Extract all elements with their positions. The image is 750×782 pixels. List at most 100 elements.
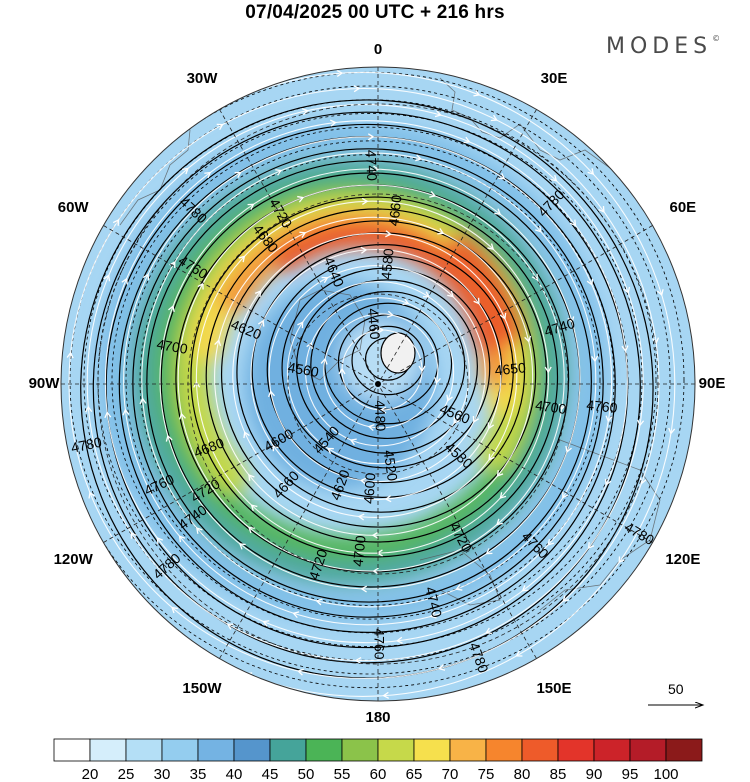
streamline-arrow bbox=[637, 419, 645, 427]
streamline-arrow bbox=[652, 337, 660, 345]
colorbar-swatch bbox=[341, 738, 379, 762]
parallel-circle bbox=[287, 293, 469, 475]
streamline-1 bbox=[323, 313, 439, 429]
streamline-arrow bbox=[437, 228, 445, 235]
streamline-arrow bbox=[384, 495, 392, 503]
height-contour-16 bbox=[132, 148, 604, 618]
streamline-arrow bbox=[656, 289, 664, 297]
height-contour-8 bbox=[251, 244, 514, 498]
colorbar-swatch bbox=[161, 738, 199, 762]
streamline-arrow bbox=[131, 593, 139, 601]
contour-label: 4760 bbox=[371, 628, 387, 659]
streamline-arrow bbox=[262, 620, 270, 627]
streamline-arrow bbox=[587, 542, 595, 550]
streamline-arrow bbox=[85, 405, 93, 413]
streamline-arrow bbox=[569, 219, 577, 227]
colorbar-swatch bbox=[377, 738, 415, 762]
contour-label: 4460 bbox=[365, 308, 384, 341]
streamline-arrow bbox=[496, 518, 503, 526]
reference-vector: 50 bbox=[648, 681, 702, 705]
streamline-arrow bbox=[544, 366, 552, 374]
colorbar-tick-label: 70 bbox=[442, 766, 459, 782]
colorbar-swatch bbox=[593, 738, 631, 762]
streamline-arrow bbox=[254, 290, 262, 297]
streamline-arrow bbox=[376, 549, 383, 557]
shading-teal-ring bbox=[130, 157, 570, 587]
longitude-label: 150W bbox=[182, 680, 222, 697]
streamline-arrow bbox=[243, 431, 250, 439]
streamline-arrow bbox=[639, 477, 647, 485]
streamline-arrow bbox=[499, 312, 507, 320]
streamline-arrow bbox=[104, 411, 112, 419]
streamline-arrow bbox=[488, 453, 495, 461]
longitude-label: 0 bbox=[374, 41, 382, 58]
streamline-arrow bbox=[320, 357, 328, 365]
streamline-arrow bbox=[315, 598, 323, 606]
longitude-labels: 0 30E 60E 90E 120E 150E 180 150W 120W 90W 60W 30W bbox=[29, 41, 726, 726]
coastline-new-zealand-area bbox=[419, 549, 501, 606]
streamline-8 bbox=[195, 200, 549, 554]
map-boundary bbox=[60, 66, 696, 702]
colorbar-tick-label: 100 bbox=[653, 766, 678, 782]
height-contour-4 bbox=[310, 290, 466, 440]
streamline-arrow bbox=[558, 403, 566, 411]
streamline-arrow bbox=[433, 377, 441, 384]
streamline-arrow bbox=[247, 526, 255, 534]
colorbar-swatch bbox=[665, 738, 703, 762]
streamline-arrow bbox=[372, 165, 380, 173]
streamline-12 bbox=[123, 136, 613, 626]
colorbar-tick-label: 20 bbox=[82, 766, 99, 782]
streamline-arrow bbox=[455, 584, 463, 591]
streamline-arrow bbox=[61, 472, 69, 480]
contour-label: 4760 bbox=[586, 397, 619, 416]
streamline-arrow bbox=[130, 531, 137, 539]
streamline-arrow bbox=[621, 345, 629, 353]
streamline-arrow bbox=[247, 203, 255, 210]
streamline-16 bbox=[61, 71, 676, 697]
streamline-arrow bbox=[605, 415, 613, 423]
dashed-contour-2 bbox=[111, 126, 629, 634]
streamline-arrow bbox=[204, 171, 212, 179]
streamline-arrow bbox=[272, 444, 279, 452]
streamline-arrow bbox=[121, 277, 128, 285]
height-contour-1 bbox=[351, 325, 425, 396]
streamline-arrow bbox=[197, 282, 204, 290]
streamline-arrow bbox=[618, 556, 625, 564]
height-contour-19 bbox=[92, 111, 641, 664]
streamline-arrow bbox=[329, 119, 337, 127]
height-contour-6 bbox=[281, 267, 491, 469]
streamline-arrow bbox=[226, 623, 234, 630]
contour-label: 4580 bbox=[378, 247, 397, 280]
colorbar-swatch bbox=[629, 738, 667, 762]
streamline-arrow bbox=[521, 585, 529, 592]
colorbar-tick-label: 30 bbox=[154, 766, 171, 782]
streamline-arrow bbox=[195, 527, 203, 534]
streamline-arrow bbox=[487, 422, 495, 430]
streamline-5 bbox=[250, 248, 502, 501]
contour-label: 4740 bbox=[363, 150, 380, 182]
streamline-arrow bbox=[367, 424, 375, 432]
colorbar-swatch bbox=[269, 738, 307, 762]
longitude-label: 60E bbox=[669, 199, 696, 216]
streamline-arrow bbox=[360, 585, 368, 593]
streamline-arrow bbox=[531, 273, 538, 281]
reference-vector-label: 50 bbox=[668, 681, 684, 697]
height-contour-7 bbox=[266, 255, 503, 484]
map-disc: 4460448045204540456045604580458046004600… bbox=[61, 67, 695, 701]
streamline-arrow bbox=[250, 504, 258, 512]
dashed-contour-3 bbox=[97, 113, 643, 647]
streamline-arrow bbox=[321, 276, 329, 284]
streamline-arrow bbox=[299, 231, 307, 239]
brand-copyright-mark: © bbox=[712, 34, 721, 43]
wind-speed-shading bbox=[97, 121, 607, 623]
streamline-arrow bbox=[604, 478, 612, 486]
streamline-arrow bbox=[562, 595, 570, 602]
streamline-arrow bbox=[214, 339, 222, 347]
streamline-arrow bbox=[382, 691, 390, 699]
streamline-arrow bbox=[371, 531, 379, 539]
streamline-arrow bbox=[668, 427, 676, 435]
height-contour-12 bbox=[190, 196, 559, 558]
streamline-arrow bbox=[367, 133, 375, 141]
colorbar-tick-label: 55 bbox=[334, 766, 351, 782]
streamline-arrow bbox=[349, 438, 357, 446]
